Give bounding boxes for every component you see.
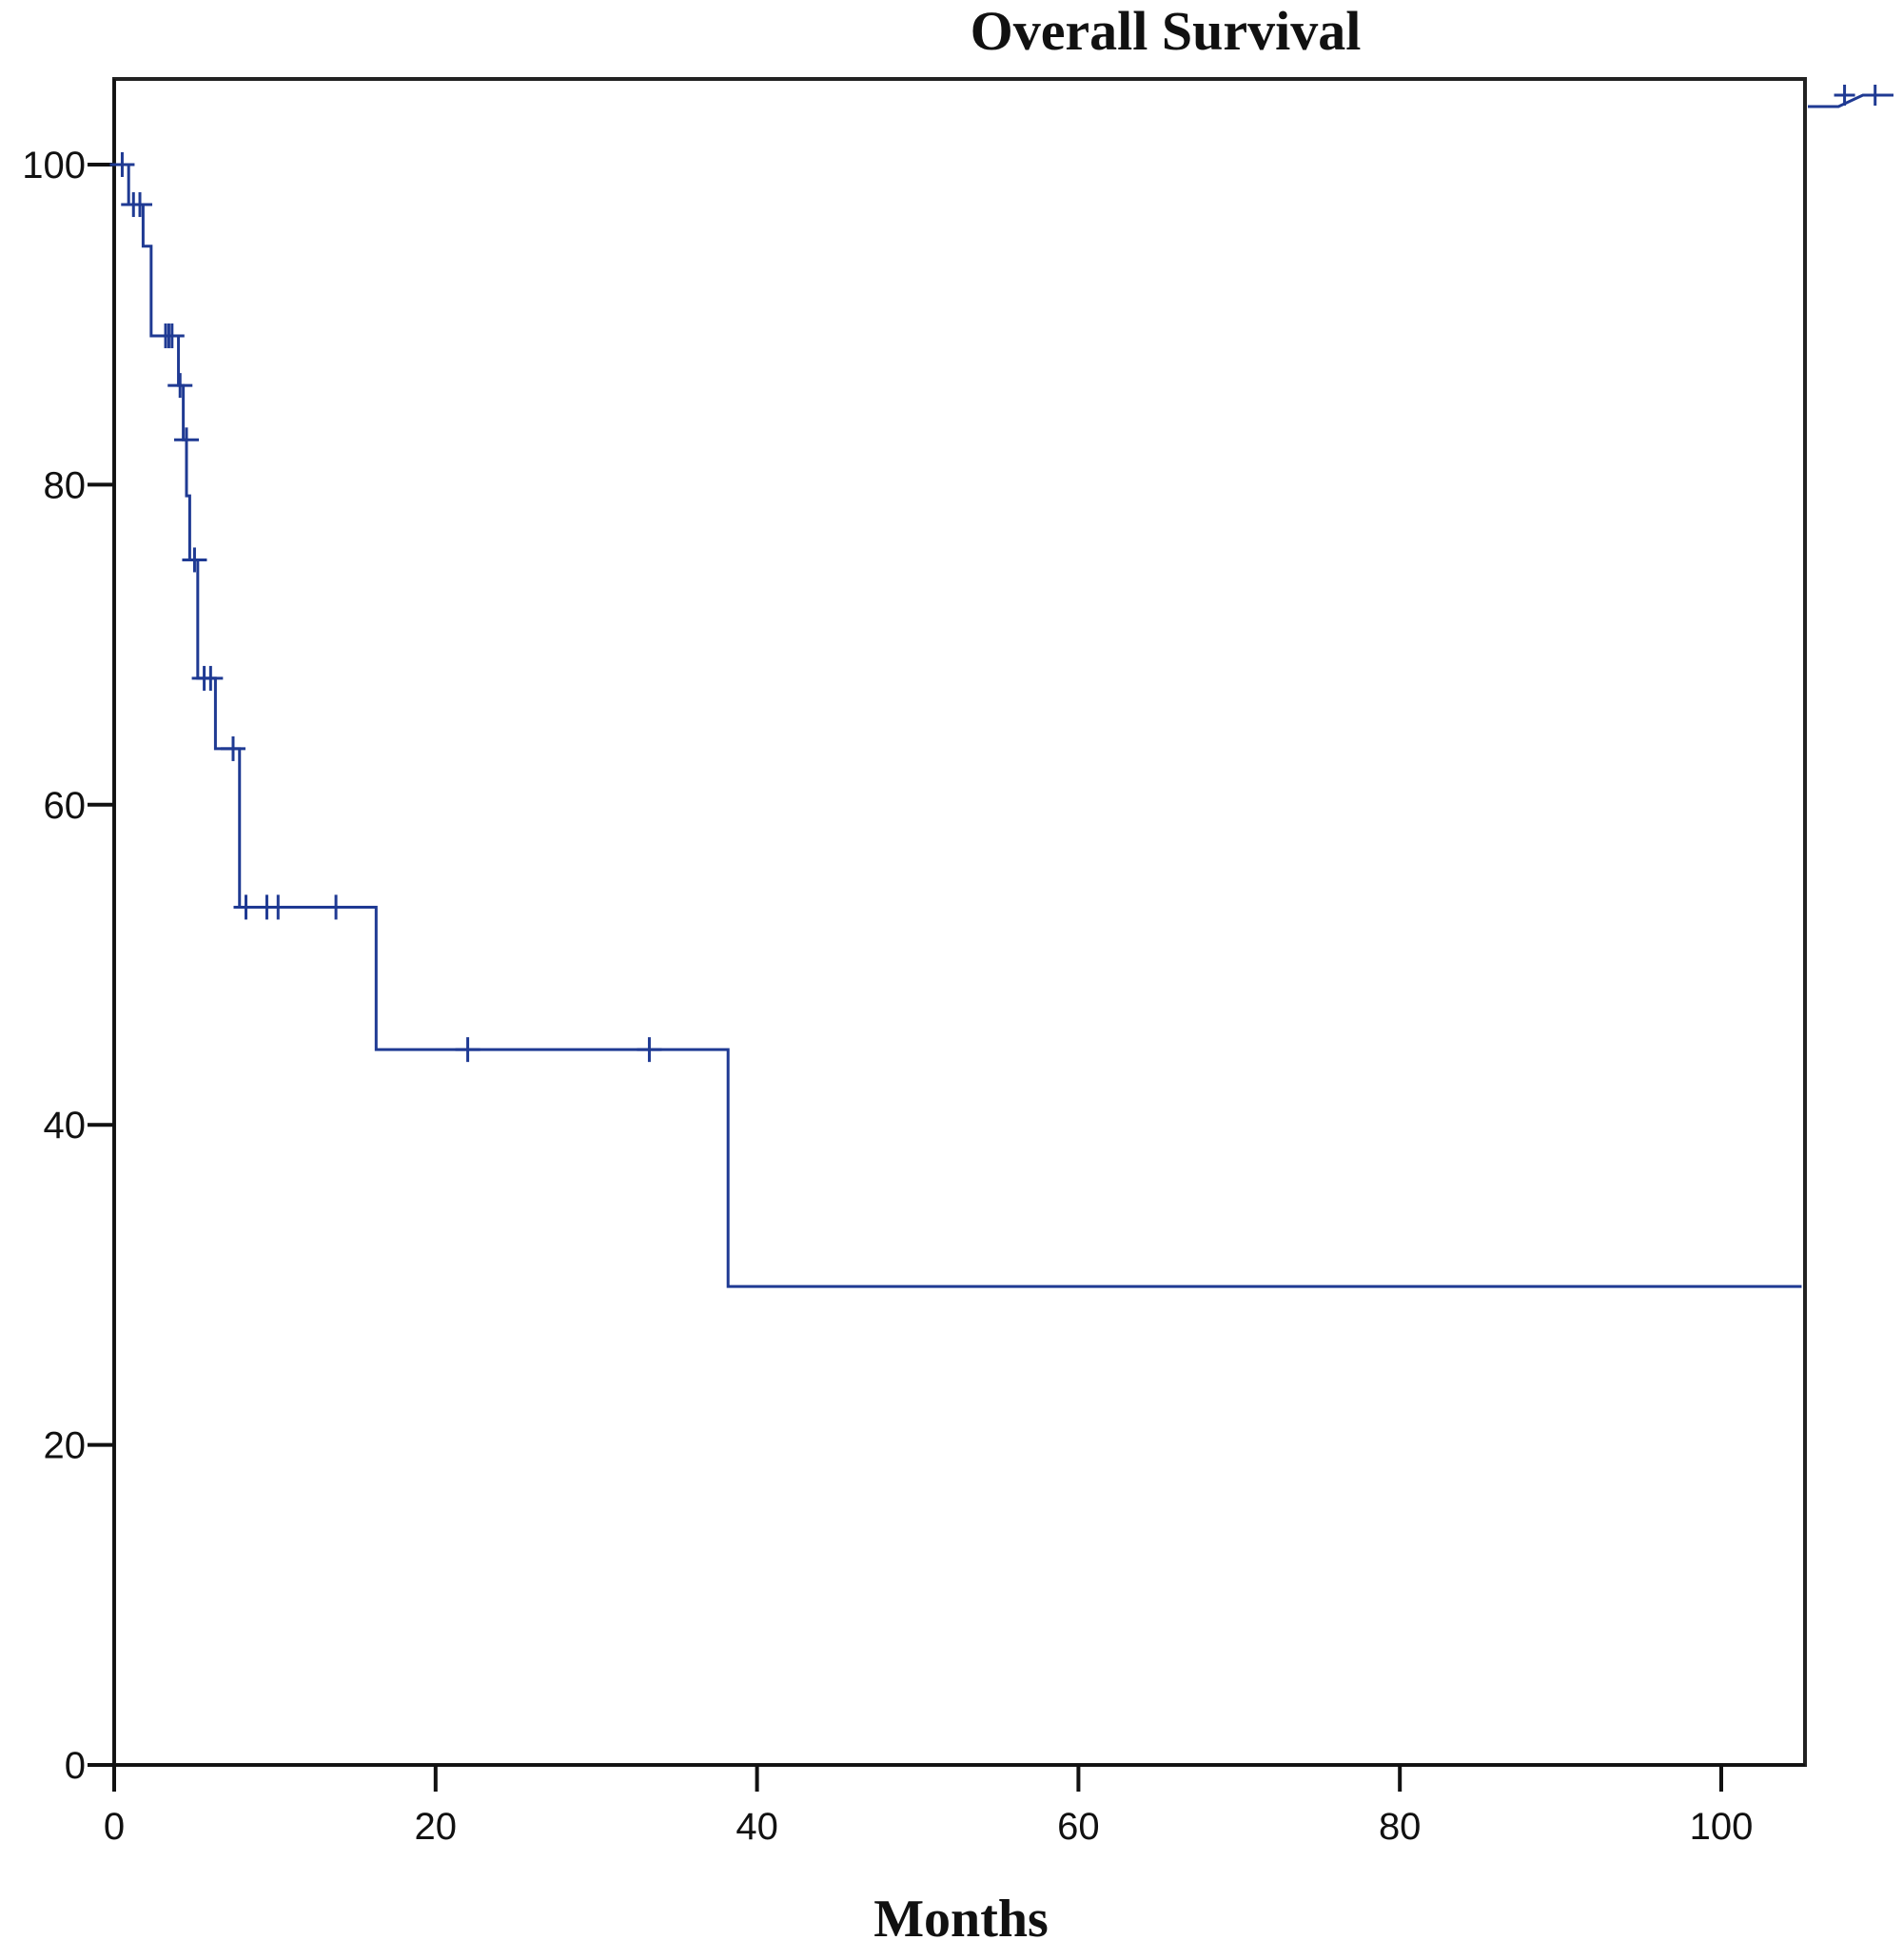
censor-mark [455,1037,481,1063]
censor-mark [159,323,185,348]
x-tick-label-80: 80 [1379,1806,1422,1848]
censor-mark [220,735,245,761]
legend-censor-mark [1834,85,1855,106]
censor-mark [637,1037,662,1063]
chart-title: Overall Survival [971,0,1362,62]
legend-line [1808,93,1893,108]
censor-mark [182,547,207,573]
x-tick-label-20: 20 [415,1806,458,1848]
y-tick-label-80: 80 [44,464,87,506]
censor-mark [128,192,153,218]
y-tick-label-20: 20 [44,1425,87,1467]
survival-curve-0 [114,163,1802,1288]
censor-mark [233,894,259,920]
x-axis-label: Months [873,1890,1049,1949]
censor-mark [265,894,291,920]
legend-censor-mark [1864,85,1886,106]
x-tick-label-40: 40 [736,1806,778,1848]
x-tick-label-0: 0 [104,1806,125,1848]
censor-mark [174,427,200,453]
y-tick-label-40: 40 [44,1105,87,1147]
y-tick-label-0: 0 [65,1745,86,1787]
y-tick-label-60: 60 [44,785,87,827]
censor-marks-layer [109,152,662,1063]
survival-curve-layer [114,163,1802,1288]
x-tick-label-100: 100 [1690,1806,1754,1848]
x-axis-ticks: 0 20 40 60 80 100 [104,1765,1754,1848]
censor-mark [167,373,193,399]
y-axis-ticks: 0 20 40 60 80 100 [22,145,114,1787]
legend [1808,85,1893,108]
x-tick-label-60: 60 [1057,1806,1100,1848]
censor-mark [109,152,135,177]
y-tick-label-100: 100 [22,145,86,186]
plot-frame [112,77,1807,1767]
censor-mark [198,665,224,691]
censor-mark [324,894,349,920]
